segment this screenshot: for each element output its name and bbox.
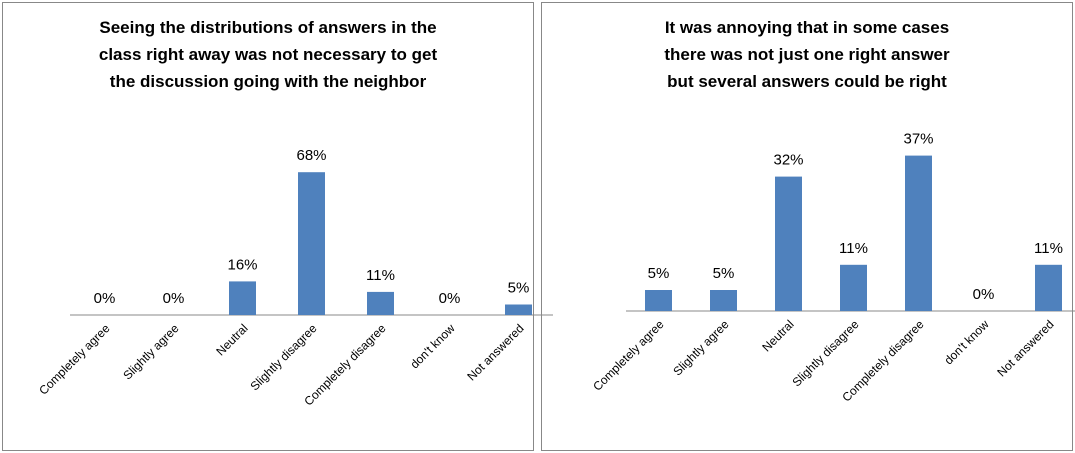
bar <box>645 290 672 311</box>
chart-title: but several answers could be right <box>667 72 947 91</box>
chart-title: class right away was not necessary to ge… <box>99 45 438 64</box>
data-label: 37% <box>903 131 933 148</box>
bar <box>367 291 394 315</box>
chart-title: It was annoying that in some cases <box>665 18 949 37</box>
bar <box>298 172 325 315</box>
chart-frame <box>541 2 1073 451</box>
data-label: 0% <box>439 290 461 307</box>
data-label: 0% <box>973 286 995 303</box>
chart-title: Seeing the distributions of answers in t… <box>99 18 436 37</box>
data-label: 5% <box>713 265 735 282</box>
bar <box>840 264 867 311</box>
bar <box>229 281 256 315</box>
bar <box>1035 264 1062 311</box>
data-label: 0% <box>163 290 185 307</box>
data-label: 11% <box>839 240 868 257</box>
data-label: 32% <box>773 152 803 169</box>
data-label: 5% <box>648 265 670 282</box>
data-label: 11% <box>1034 240 1063 257</box>
data-label: 5% <box>508 280 530 297</box>
data-label: 0% <box>94 290 116 307</box>
bar <box>775 176 802 311</box>
chart-title: there was not just one right answer <box>664 45 950 64</box>
bar <box>905 155 932 311</box>
chart-title: the discussion going with the neighbor <box>110 72 427 91</box>
data-label: 16% <box>227 256 257 273</box>
bar <box>505 304 532 315</box>
data-label: 68% <box>296 147 326 164</box>
chart-frame <box>2 2 534 451</box>
bar <box>710 290 737 311</box>
data-label: 11% <box>366 267 395 284</box>
